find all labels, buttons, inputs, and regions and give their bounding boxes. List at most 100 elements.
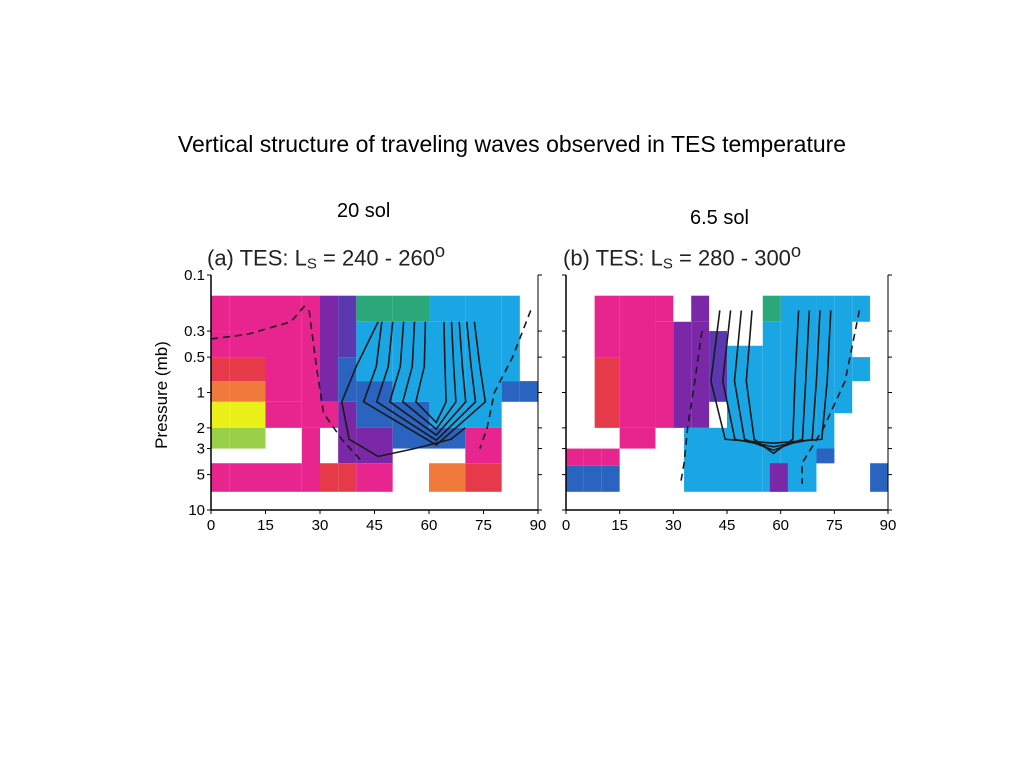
contour-solid bbox=[721, 310, 821, 448]
x-tick-label: 45 bbox=[366, 517, 383, 534]
heatmap-cell bbox=[673, 321, 692, 428]
x-tick-label: 45 bbox=[719, 517, 736, 534]
heatmap-cell bbox=[816, 448, 835, 464]
heatmap-cell bbox=[594, 295, 620, 358]
heatmap-cell bbox=[601, 448, 620, 466]
heatmap-cell bbox=[594, 357, 620, 428]
contour-dashed bbox=[801, 310, 861, 484]
heatmap-cell bbox=[211, 381, 230, 402]
heatmap-cell bbox=[852, 357, 871, 382]
contour-solid bbox=[375, 321, 477, 442]
contour-solid bbox=[733, 310, 811, 452]
contour-dashed bbox=[210, 304, 307, 340]
heatmap-cell bbox=[691, 321, 710, 428]
contour-solid bbox=[388, 321, 467, 437]
heatmap-cell bbox=[211, 295, 230, 332]
heatmap-cell bbox=[229, 357, 266, 382]
heatmap-cell bbox=[338, 463, 357, 492]
panel-b-title-sup: o bbox=[790, 240, 802, 261]
heatmap-cell bbox=[834, 295, 853, 414]
contour-solid bbox=[401, 321, 457, 431]
x-tick-label: 0 bbox=[207, 517, 215, 534]
y-tick-label: 2 bbox=[197, 420, 205, 437]
x-tick-label: 60 bbox=[421, 517, 438, 534]
heatmap-cell bbox=[392, 321, 429, 402]
x-tick-label: 15 bbox=[611, 517, 628, 534]
contour-solid bbox=[710, 310, 832, 445]
y-tick-label: 10 bbox=[188, 502, 205, 519]
heatmap-cell bbox=[566, 465, 584, 492]
x-tick-label: 15 bbox=[257, 517, 274, 534]
heatmap-cell bbox=[429, 295, 466, 322]
heatmap-cell bbox=[301, 295, 320, 428]
heatmap-cell bbox=[229, 463, 266, 492]
heatmap-cell bbox=[583, 465, 602, 492]
slide-title: Vertical structure of traveling waves ob… bbox=[177, 131, 847, 157]
contour-solid bbox=[340, 321, 466, 458]
panel-a-title: (a) TES: LS = 240 - 260o bbox=[207, 240, 445, 272]
contour-dashed bbox=[679, 330, 703, 485]
heatmap-cell bbox=[338, 357, 357, 402]
heatmap-cell bbox=[429, 463, 466, 492]
x-tick-label: 0 bbox=[562, 517, 570, 534]
y-tick-label: 0.3 bbox=[184, 323, 205, 340]
contour-dashed bbox=[479, 310, 532, 449]
heatmap-cell bbox=[356, 381, 393, 428]
heatmap-cell bbox=[356, 427, 393, 464]
heatmap-cell bbox=[769, 463, 788, 492]
panel-b-plot: 0 15 30 45 60 75 90 bbox=[562, 274, 896, 534]
heatmap-cell bbox=[583, 448, 602, 466]
x-tick-label: 30 bbox=[312, 517, 329, 534]
heatmap-cell bbox=[356, 463, 393, 492]
panel-b-title: (b) TES: LS = 280 - 300o bbox=[563, 240, 801, 272]
heatmap-cell bbox=[211, 463, 230, 492]
x-tick-label: 30 bbox=[665, 517, 682, 534]
panel-b-title-text: (b) TES: L bbox=[563, 245, 663, 271]
heatmap-cell bbox=[465, 463, 502, 492]
heatmap-cell bbox=[320, 295, 339, 402]
heatmap-cell bbox=[762, 295, 781, 322]
panel-a-title-sup: o bbox=[434, 240, 446, 261]
heatmap-cell bbox=[727, 345, 763, 492]
heatmap-cell bbox=[211, 331, 230, 358]
heatmap-cell bbox=[301, 427, 320, 492]
heatmap-cell bbox=[691, 295, 710, 322]
heatmap-cell bbox=[320, 463, 339, 492]
heatmap-cell bbox=[265, 401, 302, 428]
heatmap-cell bbox=[501, 381, 520, 402]
panel-a-title-tail: = 240 - 260 bbox=[316, 245, 435, 271]
heatmap-cell bbox=[211, 427, 230, 449]
heatmap-cell bbox=[684, 427, 727, 492]
heatmap-cell bbox=[392, 295, 429, 322]
heatmap-cell bbox=[211, 357, 230, 382]
x-tick-label: 75 bbox=[475, 517, 492, 534]
heatmap-cell bbox=[229, 401, 266, 428]
panel-b-title-sub: S bbox=[662, 255, 673, 273]
heatmap-cell bbox=[619, 295, 656, 428]
heatmap-cell bbox=[601, 465, 620, 492]
contour-dashed bbox=[308, 310, 365, 464]
y-tick-label: 5 bbox=[197, 467, 205, 484]
x-tick-label: 90 bbox=[530, 517, 547, 534]
heatmap-cell bbox=[870, 463, 888, 492]
heatmap-cell bbox=[320, 401, 339, 428]
heatmap-cell bbox=[566, 448, 584, 466]
y-tick-label: 1 bbox=[197, 385, 205, 402]
heatmap-cell bbox=[619, 427, 656, 449]
panel-a-title-text: (a) TES: L bbox=[207, 245, 307, 271]
heatmap-cell bbox=[229, 381, 266, 402]
heatmap-cell bbox=[465, 427, 502, 464]
contour-solid bbox=[362, 321, 487, 446]
heatmap-cell bbox=[519, 381, 538, 402]
panel-a-plot: 0 15 30 45 60 75 90 0.1 0.3 0.5 1 2 3 5 10 bbox=[184, 267, 546, 534]
heatmap-cell bbox=[229, 427, 266, 449]
y-tick-label: 0.1 bbox=[184, 267, 205, 284]
heatmap-cell bbox=[338, 295, 357, 358]
heatmap-cell bbox=[655, 295, 674, 322]
x-tick-label: 75 bbox=[826, 517, 843, 534]
panel-b-title-tail: = 280 - 300 bbox=[672, 245, 791, 271]
heatmap-cell bbox=[229, 295, 266, 332]
panel-a-title-sub: S bbox=[306, 255, 317, 273]
heatmap-cell bbox=[211, 401, 230, 428]
